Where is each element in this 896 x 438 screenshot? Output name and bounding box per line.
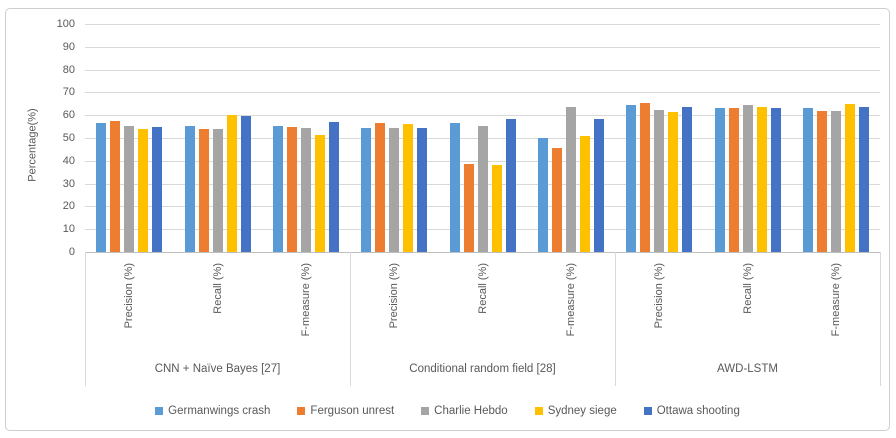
bar-sydney-siege	[844, 103, 855, 252]
bar-ferguson-unrest	[640, 102, 651, 252]
category-label: Recall (%)	[476, 263, 489, 314]
x-axis-line	[85, 252, 880, 253]
bar-charlie-hebdo	[389, 127, 400, 252]
bar-sydney-siege	[314, 134, 325, 252]
category-label: Precision (%)	[388, 263, 401, 329]
bar-ferguson-unrest	[110, 120, 121, 252]
bar-charlie-hebdo	[300, 127, 311, 252]
category-label: F-measure (%)	[564, 263, 577, 337]
category-label: Precision (%)	[653, 263, 666, 329]
bar-charlie-hebdo	[830, 110, 841, 252]
bar-germanwings-crash	[96, 123, 107, 252]
legend-swatch-ottawa-shooting	[643, 407, 652, 415]
bar-ottawa-shooting	[417, 127, 428, 252]
bar-ferguson-unrest	[816, 110, 827, 252]
bar-charlie-hebdo	[654, 109, 665, 252]
legend-label: Ottawa shooting	[656, 405, 740, 417]
category-label: F-measure (%)	[829, 263, 842, 337]
category-label: F-measure (%)	[299, 263, 312, 337]
bar-ottawa-shooting	[682, 107, 693, 252]
gridline	[85, 46, 880, 48]
bar-ottawa-shooting	[328, 122, 339, 252]
bar-ferguson-unrest	[286, 126, 297, 252]
bar-germanwings-crash	[272, 125, 283, 252]
bar-ottawa-shooting	[240, 116, 251, 252]
legend-label: Charlie Hebdo	[434, 405, 508, 417]
bar-ferguson-unrest	[198, 128, 209, 252]
legend: Germanwings crash Ferguson unrest Charlie …	[6, 405, 889, 417]
legend-swatch-charlie-hebdo	[421, 407, 430, 415]
y-tick-label: 0	[68, 246, 75, 258]
bar-ferguson-unrest	[375, 123, 386, 252]
category-label: Precision (%)	[123, 263, 136, 329]
bar-germanwings-crash	[802, 108, 813, 252]
bar-charlie-hebdo	[212, 128, 223, 252]
bar-germanwings-crash	[449, 123, 460, 252]
category-label: Recall (%)	[211, 263, 224, 314]
method-group-label: CNN + Naïve Bayes [27]	[154, 363, 281, 375]
bar-ottawa-shooting	[505, 118, 516, 252]
bar-ferguson-unrest	[728, 108, 739, 252]
bar-charlie-hebdo	[477, 125, 488, 252]
bar-ottawa-shooting	[770, 108, 781, 252]
y-tick-label: 100	[56, 18, 75, 30]
group-separator	[85, 252, 86, 386]
bar-ferguson-unrest	[551, 148, 562, 252]
bar-ottawa-shooting	[593, 118, 604, 252]
bar-germanwings-crash	[626, 104, 637, 252]
legend-swatch-sydney-siege	[534, 407, 543, 415]
y-tick-label: 50	[62, 132, 75, 144]
gridline	[85, 92, 880, 94]
bar-ottawa-shooting	[152, 126, 163, 252]
y-tick-label: 70	[62, 86, 75, 99]
chart-figure: Percentage(%) 0 10 20 30 40 50 60 70 80 90 100 Pre…	[5, 8, 890, 431]
y-tick-label: 90	[62, 40, 75, 53]
bar-sydney-siege	[491, 165, 502, 252]
legend-swatch-ferguson-unrest	[297, 407, 306, 415]
legend-item: Charlie Hebdo	[421, 405, 508, 417]
bar-sydney-siege	[579, 135, 590, 252]
bar-germanwings-crash	[537, 138, 548, 252]
bar-charlie-hebdo	[124, 125, 135, 252]
bar-sydney-siege	[226, 115, 237, 252]
bar-charlie-hebdo	[565, 107, 576, 252]
gridline	[85, 69, 880, 71]
y-tick-label: 10	[62, 223, 75, 236]
bar-charlie-hebdo	[742, 104, 753, 252]
method-group-label: Conditional random field [28]	[409, 363, 556, 375]
y-tick-label: 60	[62, 109, 75, 122]
legend-label: Germanwings crash	[168, 405, 271, 417]
y-tick-label: 20	[62, 200, 75, 213]
group-separator	[350, 252, 351, 386]
bar-germanwings-crash	[714, 108, 725, 252]
bar-ferguson-unrest	[463, 164, 474, 252]
legend-item: Ottawa shooting	[643, 405, 740, 417]
bar-sydney-siege	[138, 128, 149, 252]
bar-sydney-siege	[403, 124, 414, 252]
group-separator	[615, 252, 616, 386]
bar-sydney-siege	[668, 111, 679, 252]
y-tick-label: 30	[62, 177, 75, 190]
bar-germanwings-crash	[184, 125, 195, 252]
method-group-label: AWD-LSTM	[717, 363, 778, 375]
bar-ottawa-shooting	[858, 107, 869, 252]
legend-item: Germanwings crash	[155, 405, 270, 417]
category-label: Recall (%)	[741, 263, 754, 314]
legend-item: Ferguson unrest	[297, 405, 394, 417]
gridline	[85, 24, 880, 25]
bar-sydney-siege	[756, 107, 767, 252]
group-separator	[880, 252, 881, 386]
gridline	[85, 115, 880, 117]
legend-item: Sydney siege	[534, 405, 617, 417]
legend-swatch-germanwings-crash	[155, 407, 164, 415]
y-tick-label: 80	[62, 63, 75, 76]
bar-germanwings-crash	[361, 127, 372, 252]
legend-label: Sydney siege	[547, 405, 617, 417]
y-tick-label: 40	[62, 154, 75, 167]
legend-label: Ferguson unrest	[310, 405, 395, 417]
